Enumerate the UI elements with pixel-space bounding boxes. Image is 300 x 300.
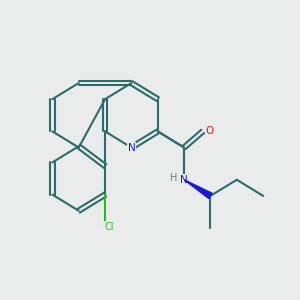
Polygon shape <box>184 180 212 199</box>
Text: H: H <box>169 173 177 183</box>
Text: N: N <box>180 175 188 185</box>
Text: N: N <box>128 142 135 152</box>
Text: Cl: Cl <box>105 222 115 232</box>
Text: O: O <box>206 126 214 136</box>
